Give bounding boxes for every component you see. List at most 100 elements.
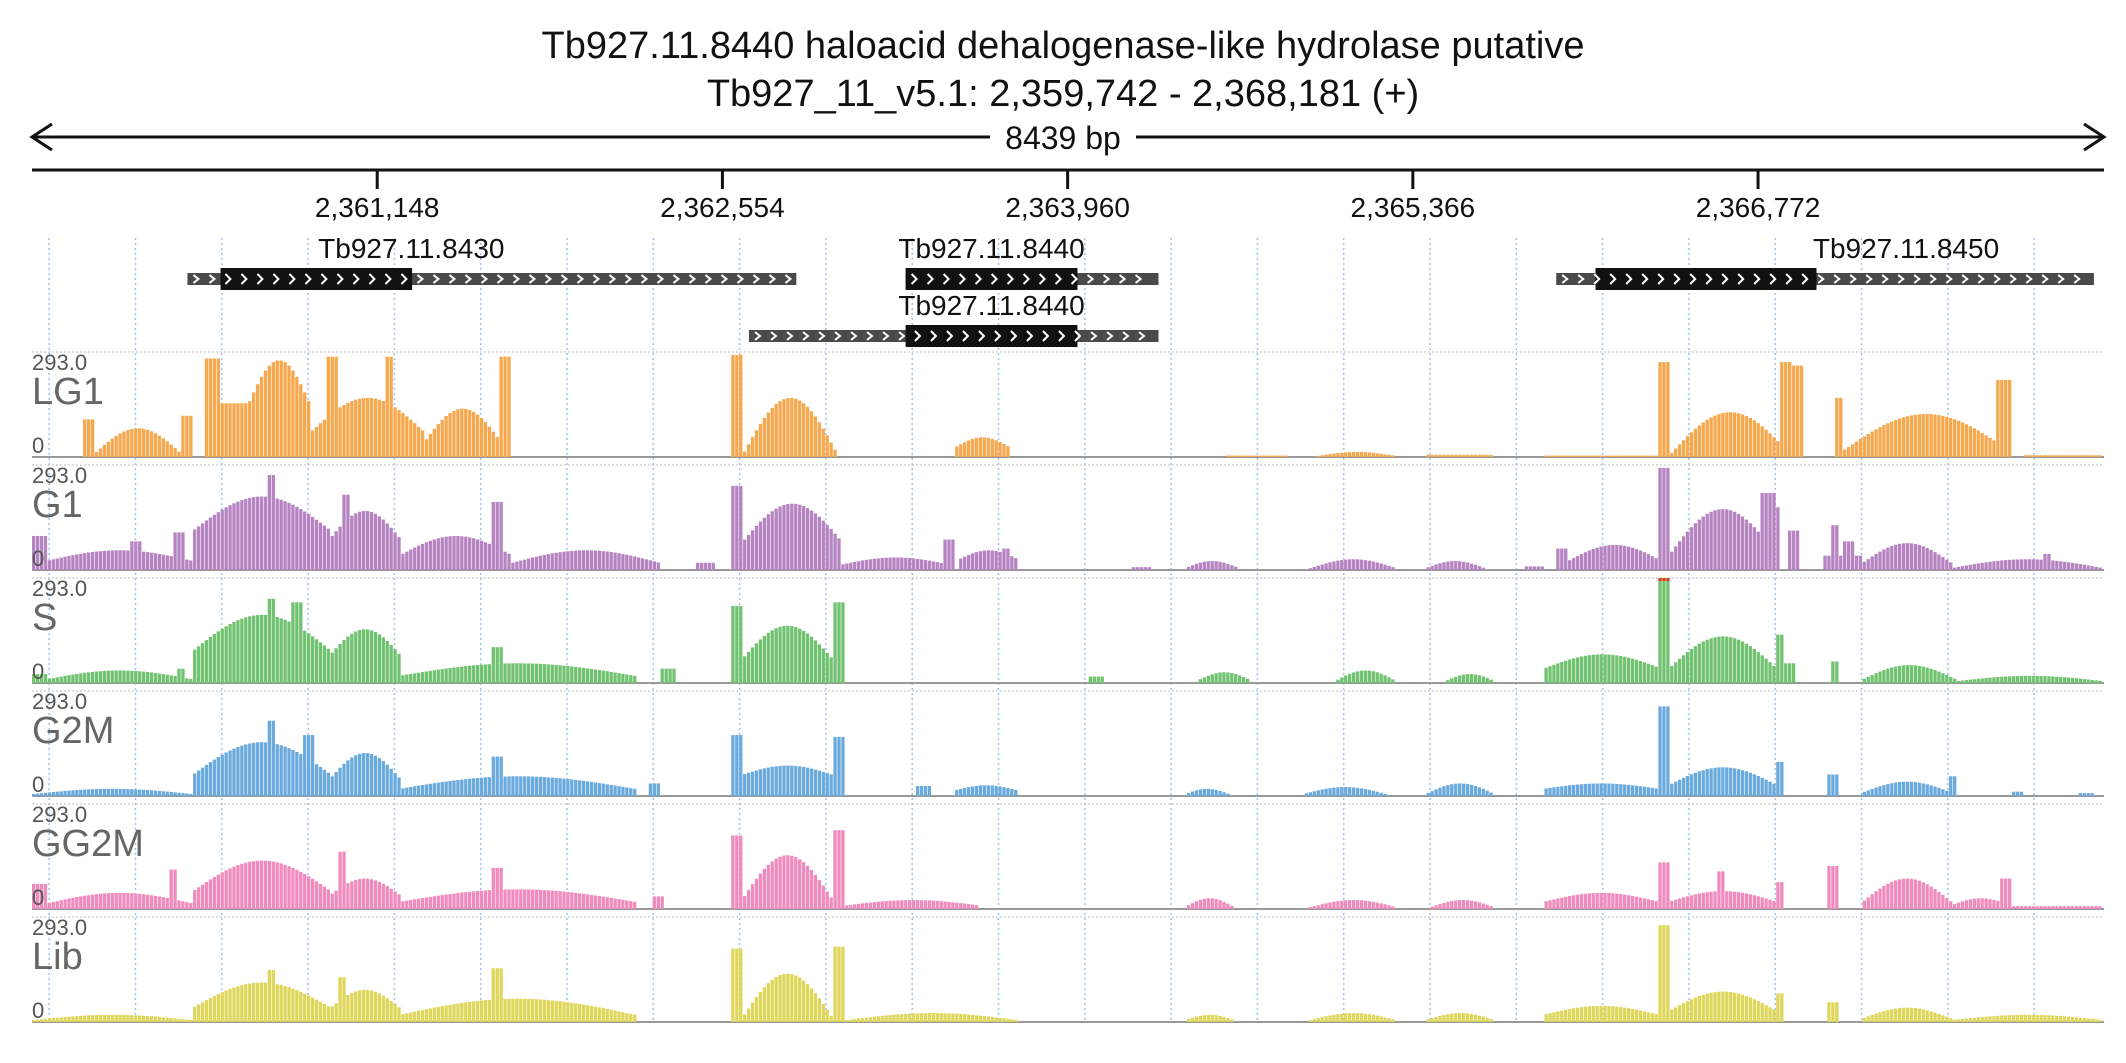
coverage-bar [134,1015,138,1022]
coverage-bar [1831,1002,1835,1022]
coverage-bar [208,762,213,796]
coverage-bar [275,617,279,683]
coverage-bar [1214,673,1218,683]
coverage-bar [1678,898,1682,909]
coverage-bar [1941,1015,1945,1022]
coverage-bar [420,1009,425,1022]
coverage-bar [1320,455,1324,457]
coverage-bar [1937,1013,1941,1022]
coverage-bar [1736,993,1741,1022]
coverage-bar [2094,906,2098,909]
gene-cds [905,268,1078,290]
coverage-bar [303,511,307,570]
strand-arrow [946,330,954,342]
coverage-bar [94,894,99,909]
coverage-bar [440,537,444,570]
coverage-bar [841,946,845,1022]
coverage-bar [1984,435,1988,457]
strand-arrow [802,331,810,341]
coverage-bar [322,419,327,457]
coverage-bar [1972,1017,1976,1022]
coverage-bar [330,535,334,570]
coverage-bar [346,760,350,796]
coverage-bar [790,626,794,683]
coverage-bar [534,776,539,796]
coverage-bar [963,556,967,570]
coverage-bar [813,416,818,457]
coverage-bar [141,894,146,909]
coverage-bar [1882,549,1886,570]
coverage-bar [244,617,248,683]
coverage-bar [63,556,67,570]
coverage-bar [173,532,177,570]
coverage-bar [550,1000,554,1022]
coverage-bar [161,791,165,796]
track-ymax-label: 293.0 [32,689,87,714]
coverage-bar [2004,560,2008,570]
strand-arrow [1577,274,1585,284]
coverage-bar [1391,1019,1395,1022]
coverage-bar [2078,564,2083,570]
coverage-bar [468,537,472,570]
coverage-bar [1890,667,1894,683]
coverage-bar [805,406,810,457]
coverage-bar [798,977,802,1022]
coverage-bar [2047,1015,2051,1022]
coverage-bar [530,999,535,1022]
coverage-bar [208,517,213,570]
coverage-bar [1945,790,1949,796]
strand-arrow [352,273,360,285]
coverage-bar [369,990,374,1022]
coverage-tracks: 293.0LG10293.0G10293.0S0293.0G2M0293.0GG… [32,350,2104,1023]
gene-cds [1595,268,1817,290]
coverage-bar [974,785,979,796]
coverage-bar [597,783,602,796]
coverage-bar [1980,562,1984,570]
coverage-bar [479,1000,484,1022]
coverage-bar [122,550,126,570]
coverage-bar [609,671,613,683]
coverage-bar [98,893,103,909]
strand-arrow [1945,274,1953,284]
coverage-bar [1619,894,1623,909]
coverage-bar [523,776,527,796]
coverage-bar [491,501,495,570]
coverage-bar [1308,568,1313,570]
coverage-bar [299,871,303,909]
coverage-bar [401,788,405,796]
coverage-bar [766,983,770,1022]
coverage-bar [648,560,653,570]
coverage-bar [83,895,87,909]
coverage-bar [1678,444,1682,457]
coverage-bar [1383,904,1387,909]
coverage-bar [990,438,994,457]
strand-arrow [1849,274,1857,284]
strand-arrow [1817,274,1825,284]
coverage-bar [1760,655,1764,683]
coverage-bar [373,398,378,457]
coverage-bar [1571,784,1576,796]
coverage-bar [1780,882,1784,909]
coverage-bar [354,879,358,909]
coverage-bar [1976,1017,1980,1022]
coverage-bar [259,982,264,1022]
coverage-bar [2062,561,2067,570]
coverage-bar [978,437,983,457]
coverage-bar [212,358,217,457]
coverage-bar [550,777,554,796]
coverage-bar [1564,548,1568,570]
coverage-bar [1469,784,1474,796]
coverage-bar [495,501,499,570]
coverage-bar [546,554,550,570]
coverage-bar [1729,637,1733,683]
coverage-bar [200,643,205,683]
coverage-bar [94,671,99,683]
coverage-bar [1941,895,1945,909]
coverage-bar [593,895,598,909]
coverage-bar [283,864,287,909]
coverage-bar [75,673,79,683]
coverage-bar [1379,1016,1383,1022]
coverage-bar [1006,446,1010,457]
coverage-bar [1607,783,1611,796]
coverage-bar [1556,455,1560,457]
